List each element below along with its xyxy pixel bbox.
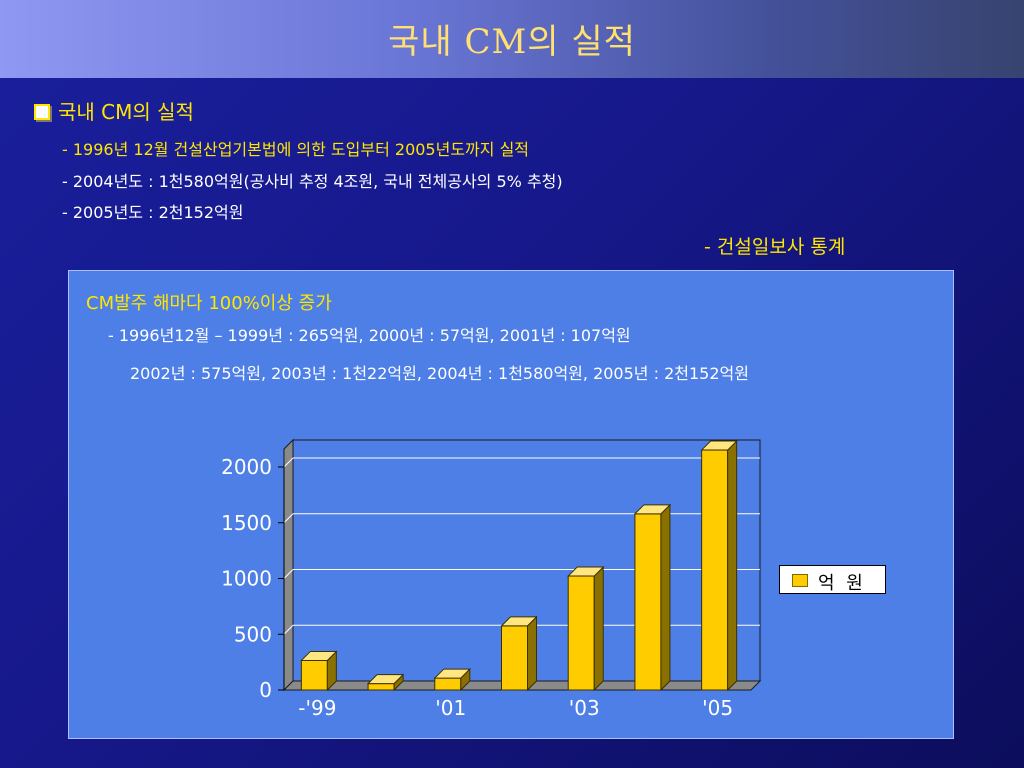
title-bar xyxy=(0,0,1024,78)
bar-top xyxy=(500,616,538,627)
section-line-3: - 2005년도 : 2천152억원 xyxy=(62,203,244,222)
gridline-side xyxy=(283,569,294,579)
bar-side xyxy=(727,439,738,692)
gridline-side xyxy=(283,624,294,635)
section-line-1: - 1996년 12월 건설산업기본법에 의한 도입부터 2005년도까지 실적 xyxy=(62,140,530,159)
y-tick-label: 0 xyxy=(259,678,272,702)
plot-side-wall xyxy=(283,438,294,692)
x-tick-label: '05 xyxy=(702,696,733,720)
checkbox-bullet-icon xyxy=(34,104,50,120)
panel-heading: CM발주 해마다 100%이상 증가 xyxy=(86,293,332,314)
bar-front xyxy=(300,659,328,691)
section-line-2: - 2004년도 : 1천580억원(공사비 추정 4조원, 국내 전체공사의 … xyxy=(62,172,563,191)
panel-line-1: - 1996년12월 – 1999년 : 265억원, 2000년 : 57억원… xyxy=(108,326,631,345)
bar-'03 xyxy=(567,565,605,692)
y-tick-label: 500 xyxy=(234,622,272,646)
panel-line-2: 2002년 : 575억원, 2003년 : 1천22억원, 2004년 : 1… xyxy=(130,364,749,383)
bar-front xyxy=(501,625,528,691)
bar-'04 xyxy=(633,503,672,692)
section-heading: 국내 CM의 실적 xyxy=(34,96,194,125)
bar-side xyxy=(527,615,537,692)
slide-title: 국내 CM의 실적 xyxy=(388,22,636,62)
bar-top xyxy=(633,504,672,515)
bar-'00 xyxy=(366,673,405,692)
bar-side xyxy=(593,565,604,692)
bar-'05 xyxy=(700,439,738,692)
bar-front xyxy=(701,449,729,691)
legend-label: 억 원 xyxy=(818,573,866,594)
bar-side xyxy=(660,503,671,692)
gridline-side xyxy=(283,513,294,524)
bar--'99 xyxy=(300,650,338,692)
x-tick-label: '03 xyxy=(569,696,600,720)
y-tick-label: 1000 xyxy=(221,567,272,591)
source-note: - 건설일보사 통계 xyxy=(704,236,846,258)
legend-swatch xyxy=(792,574,808,587)
bar-top xyxy=(567,566,605,577)
section-heading-text: 국내 CM의 실적 xyxy=(58,100,194,124)
x-tick-label: -'99 xyxy=(298,696,336,720)
y-tick-label: 1500 xyxy=(221,511,272,535)
chart-legend: 억 원 xyxy=(779,565,886,594)
x-tick-label: '01 xyxy=(435,696,466,720)
gridline-side xyxy=(283,457,294,468)
bar-front xyxy=(434,677,462,691)
bar-front xyxy=(367,683,395,691)
bar-top xyxy=(700,440,738,451)
bar-front xyxy=(634,513,662,691)
bar-front xyxy=(567,575,595,691)
y-tick-label: 2000 xyxy=(221,455,272,479)
bar-top xyxy=(366,674,405,685)
bar-'02 xyxy=(500,615,538,692)
bar-top xyxy=(433,668,471,679)
bar-'01 xyxy=(433,667,471,692)
bar-top xyxy=(300,650,338,661)
